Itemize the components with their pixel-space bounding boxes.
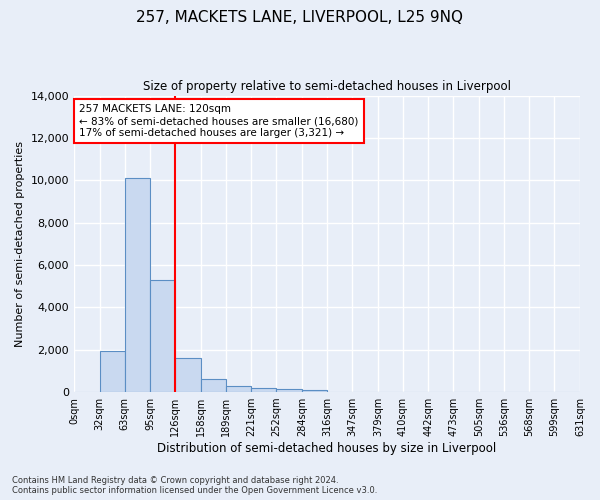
Bar	[276, 389, 302, 392]
Bar	[175, 358, 201, 392]
Title: Size of property relative to semi-detached houses in Liverpool: Size of property relative to semi-detach…	[143, 80, 511, 93]
Bar	[302, 390, 328, 392]
Bar	[100, 351, 125, 392]
Y-axis label: Number of semi-detached properties: Number of semi-detached properties	[15, 141, 25, 347]
Bar	[251, 388, 276, 392]
Text: Contains HM Land Registry data © Crown copyright and database right 2024.
Contai: Contains HM Land Registry data © Crown c…	[12, 476, 377, 495]
Bar	[226, 386, 251, 392]
Bar	[201, 379, 226, 392]
X-axis label: Distribution of semi-detached houses by size in Liverpool: Distribution of semi-detached houses by …	[157, 442, 497, 455]
Bar	[125, 178, 150, 392]
Bar	[150, 280, 175, 392]
Text: 257 MACKETS LANE: 120sqm
← 83% of semi-detached houses are smaller (16,680)
17% : 257 MACKETS LANE: 120sqm ← 83% of semi-d…	[79, 104, 358, 138]
Text: 257, MACKETS LANE, LIVERPOOL, L25 9NQ: 257, MACKETS LANE, LIVERPOOL, L25 9NQ	[137, 10, 464, 25]
